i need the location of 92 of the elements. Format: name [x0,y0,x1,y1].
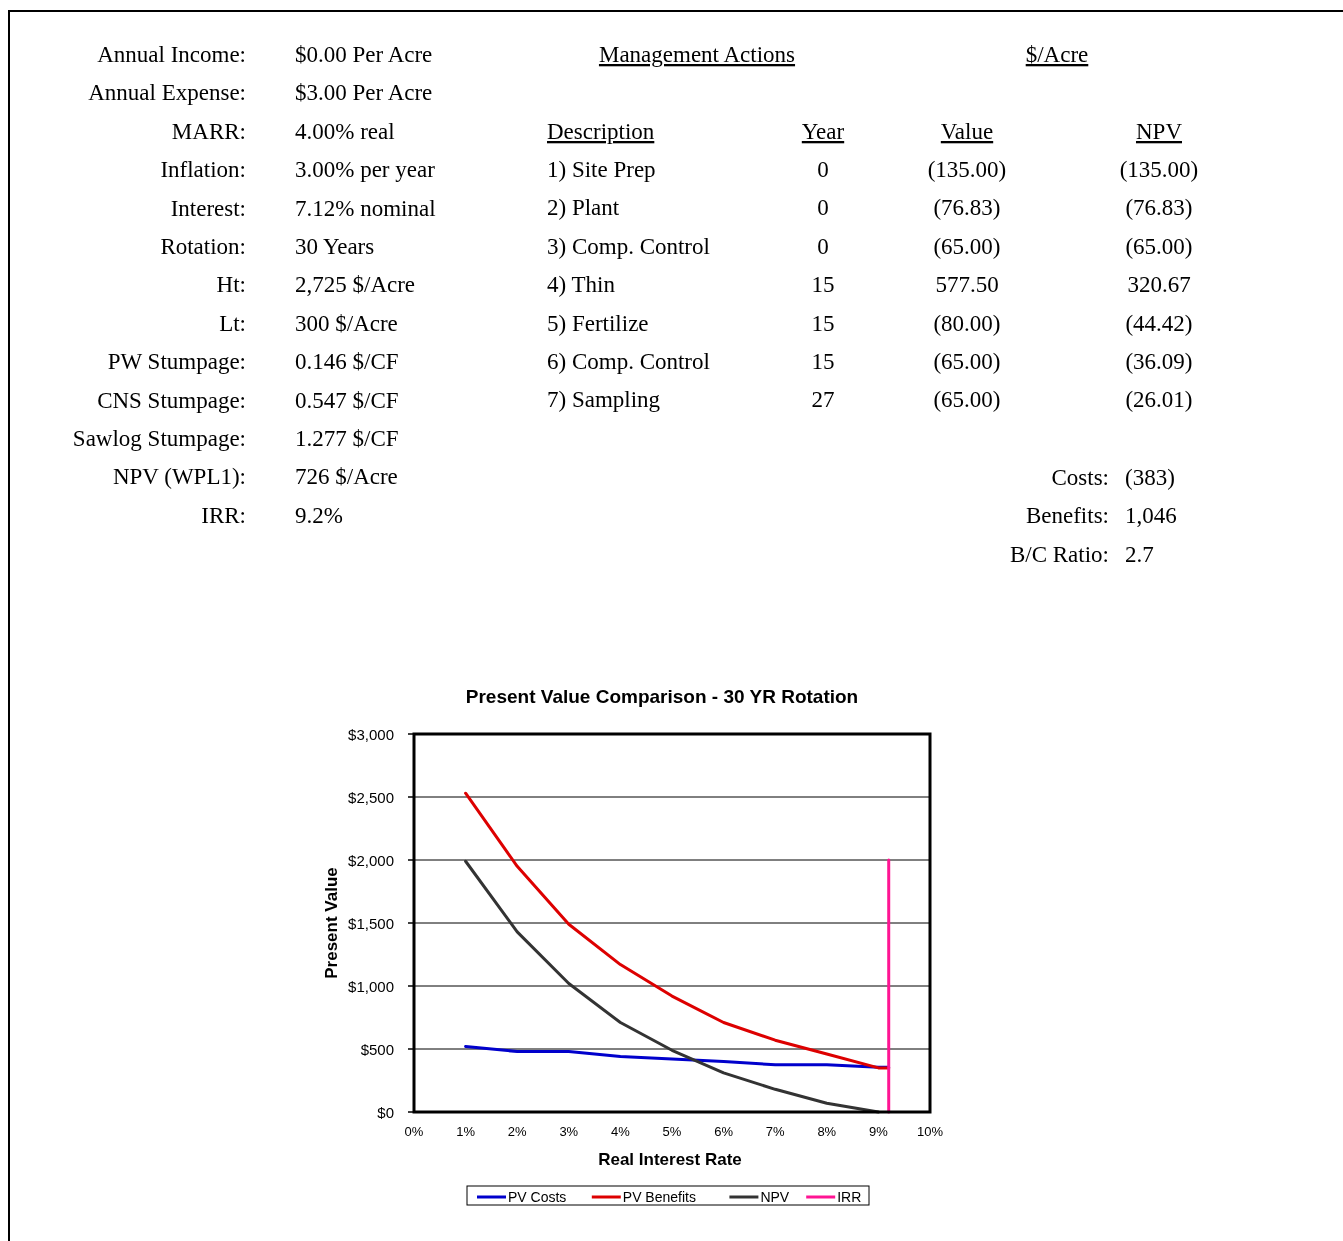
text: 0 [817,195,829,221]
text: 4) Thin [547,272,616,298]
text: Annual Income: [97,42,246,67]
x-tick-label: 5% [662,1124,682,1139]
text: (135.00) [1119,157,1199,182]
text: Description [547,119,655,144]
legend-label: IRR [837,1189,862,1205]
text: (65.00) [1125,233,1193,259]
x-tick-label: 0% [404,1124,424,1139]
text: NPV [1135,119,1183,144]
text: 300 $/Acre [295,310,398,336]
text: 0 [817,157,829,182]
text: Value [940,119,994,144]
text: 0 [817,233,829,259]
y-tick-label: $3,000 [348,725,394,743]
text: 1.277 $/CF [295,426,399,451]
text: NPV (WPL1): [112,464,246,490]
text: 6) Comp. Control [547,349,710,374]
text: 2) Plant [547,195,620,221]
text: Interest: [170,195,246,221]
x-tick-label: 3% [559,1124,579,1139]
text: (44.42) [1125,310,1193,336]
text: MARR: [171,118,246,144]
text: (76.83) [933,195,1001,221]
chart-title: Present Value Comparison - 30 YR Rotation [465,686,859,707]
text: 27 [811,387,835,413]
x-tick-label: 8% [817,1124,837,1139]
text: 15 [811,310,835,336]
text: 30 Years [295,234,375,259]
legend-label: PV Benefits [622,1189,696,1205]
text: 2.7 [1125,541,1154,567]
text: (383) [1125,465,1175,490]
text: Costs: [1051,465,1109,490]
text: Lt: [219,310,246,336]
x-tick-label: 10% [916,1124,944,1139]
text: 1) Site Prep [547,157,656,182]
y-tick-label: $2,000 [348,851,394,869]
text: 577.50 [935,272,999,298]
x-tick-label: 7% [765,1124,786,1139]
legend-label: NPV [760,1189,790,1205]
text: B/C Ratio: [1009,541,1109,567]
text: CNS Stumpage: [97,387,246,413]
text: (65.00) [933,349,1001,374]
line-series [464,859,880,1114]
text: Rotation: [160,234,246,259]
y-tick-label: $2,500 [348,788,394,806]
text: (65.00) [933,233,1001,259]
text: 7.12% nominal [295,195,436,221]
text: (76.83) [1125,195,1193,221]
text: Benefits: [1025,503,1109,529]
text: (80.00) [933,310,1001,336]
text: Year [801,119,845,144]
text: Inflation: [160,157,246,183]
text: 2,725 $/Acre [295,272,416,298]
text: 3.00% per year [295,157,436,183]
text: Ht: [216,272,246,298]
x-tick-label: 1% [456,1124,476,1139]
y-tick-label: $1,000 [348,977,394,995]
text: 15 [811,272,835,298]
text: $3.00 Per Acre [295,80,433,106]
text: 320.67 [1127,272,1191,298]
text: 3) Comp. Control [547,233,710,259]
text: Management Actions [598,42,796,67]
text: 0.547 $/CF [295,387,399,413]
text: 5) Fertilize [547,310,649,336]
y-tick-label: $1,500 [348,914,394,932]
text: 9.2% [295,502,343,528]
legend-label: PV Costs [508,1189,567,1205]
text: Sawlog Stumpage: [72,426,246,451]
text: 1,046 [1125,503,1177,529]
text: 726 $/Acre [295,464,398,490]
x-tick-label: 4% [611,1124,631,1139]
text: (26.01) [1125,387,1193,413]
text: 0.146 $/CF [295,349,399,375]
x-axis-title: Real Interest Rate [598,1150,742,1169]
x-tick-label: 6% [714,1124,734,1139]
x-tick-label: 9% [869,1124,889,1139]
text: Annual Expense: [88,80,246,106]
text: IRR: [201,502,246,528]
text: 4.00% real [295,118,395,144]
text: (135.00) [927,157,1007,182]
y-tick-label: $500 [360,1040,394,1058]
text: 7) Sampling [547,387,661,413]
text: $/Acre [1025,42,1089,67]
text: (36.09) [1125,349,1193,374]
text: (65.00) [933,387,1001,413]
x-tick-label: 2% [507,1124,528,1139]
text: $0.00 Per Acre [295,42,433,67]
text: 15 [811,349,835,374]
y-tick-label: $0 [377,1103,394,1121]
text: PW Stumpage: [107,349,246,375]
y-axis-title: Present Value [322,867,341,979]
